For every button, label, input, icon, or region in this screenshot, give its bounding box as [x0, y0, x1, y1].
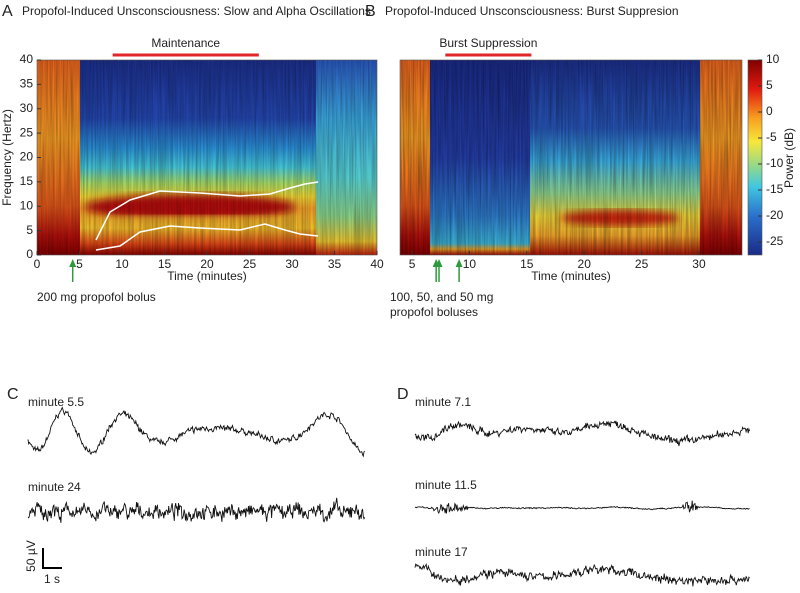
x-tick-label: 35 — [328, 257, 342, 271]
x-tick-label: 20 — [200, 257, 214, 271]
x-tick-label: 15 — [158, 257, 172, 271]
x-tick-label: 25 — [635, 257, 649, 271]
x-axis-label: Time (minutes) — [167, 269, 247, 283]
trace-label: minute 17 — [415, 545, 468, 559]
y-tick-label: 10 — [20, 198, 34, 212]
scale-amplitude: 50 µV — [24, 540, 38, 572]
spectrogram — [37, 60, 377, 255]
panel-label: C — [7, 386, 19, 403]
colorbar-tick-label: -15 — [766, 182, 784, 196]
trace-label: minute 5.5 — [28, 395, 84, 409]
spectrogram — [400, 60, 742, 255]
x-tick-label: 20 — [578, 257, 592, 271]
trace-label: minute 11.5 — [415, 478, 477, 492]
colorbar — [747, 59, 763, 256]
x-tick-label: 15 — [520, 257, 534, 271]
eeg-trace — [414, 500, 750, 515]
x-tick-label: 40 — [370, 257, 384, 271]
y-tick-label: 15 — [20, 174, 34, 188]
panel-title: Propofol-Induced Unsconsciousness: Burst… — [385, 4, 679, 18]
eeg-trace — [414, 420, 751, 447]
y-tick-label: 25 — [20, 125, 34, 139]
bolus-label: 100, 50, and 50 mg — [390, 290, 493, 304]
eeg-trace — [414, 563, 750, 587]
span-label: Maintenance — [151, 36, 220, 50]
colorbar-tick-label: -20 — [766, 208, 784, 222]
scale-bar — [42, 548, 62, 569]
eeg-trace — [27, 497, 366, 523]
scale-time: 1 s — [44, 572, 60, 586]
panel-label: B — [365, 3, 376, 20]
x-tick-label: 30 — [692, 257, 706, 271]
x-tick-label: 0 — [34, 257, 41, 271]
trace-label: minute 7.1 — [415, 395, 471, 409]
x-tick-label: 10 — [115, 257, 129, 271]
x-tick-label: 30 — [285, 257, 299, 271]
y-tick-label: 20 — [20, 150, 34, 164]
panel-label: D — [397, 386, 409, 403]
eeg-trace — [27, 406, 365, 458]
bolus-label: propofol boluses — [390, 305, 478, 319]
x-tick-label: 25 — [243, 257, 257, 271]
y-tick-label: 30 — [20, 101, 34, 115]
panel-label: A — [2, 3, 13, 20]
bolus-arrowhead — [69, 259, 77, 267]
y-tick-label: 0 — [26, 247, 33, 261]
colorbar-tick-label: -25 — [766, 234, 784, 248]
bolus-arrowhead — [435, 259, 443, 267]
y-axis-label: Frequency (Hertz) — [0, 109, 14, 206]
colorbar-tick-label: 5 — [766, 78, 773, 92]
x-axis-label: Time (minutes) — [531, 269, 611, 283]
plot-frame — [399, 59, 743, 256]
panel-title: Propofol-Induced Unsconsciousness: Slow … — [22, 4, 371, 18]
colorbar-tick-label: 0 — [766, 104, 773, 118]
y-tick-label: 5 — [26, 223, 33, 237]
colorbar-tick-label: -10 — [766, 156, 784, 170]
trace-label: minute 24 — [28, 480, 81, 494]
span-label: Burst Suppression — [439, 36, 537, 50]
colorbar-tick-label: -5 — [766, 130, 777, 144]
x-tick-label: 10 — [463, 257, 477, 271]
bolus-label: 200 mg propofol bolus — [37, 290, 156, 304]
y-tick-label: 35 — [20, 77, 34, 91]
colorbar-label: Power (dB) — [782, 128, 796, 188]
y-tick-label: 40 — [20, 52, 34, 66]
bolus-arrowhead — [455, 259, 463, 267]
x-tick-label: 5 — [76, 257, 83, 271]
x-tick-label: 5 — [409, 257, 416, 271]
colorbar-tick-label: 10 — [766, 52, 780, 66]
